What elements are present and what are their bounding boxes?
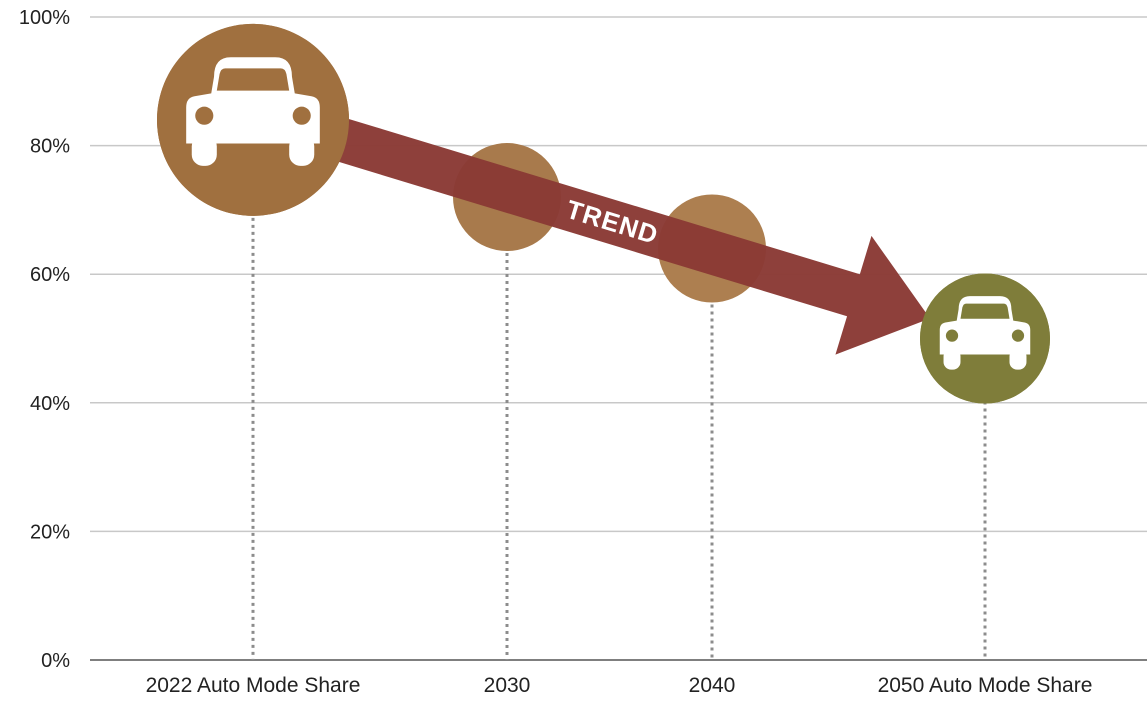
y-tick-label: 60% <box>30 264 70 286</box>
trend-arrow: TREND <box>335 118 931 355</box>
y-tick-label: 100% <box>19 7 70 29</box>
trend-arrow-shape <box>335 118 931 355</box>
trend-annotation: TREND <box>157 23 1050 404</box>
x-tick-label: 2040 <box>689 674 736 697</box>
y-tick-label: 20% <box>30 521 70 543</box>
x-tick-label: 2050 Auto Mode Share <box>878 674 1093 697</box>
drop-lines <box>251 119 987 660</box>
y-tick-label: 40% <box>30 393 70 415</box>
axis-layer: 0% 20% 40% 60% 80% 100% 2022 Auto Mode Share 20… <box>19 7 1093 697</box>
y-tick-label: 0% <box>41 650 70 672</box>
x-tick-label: 2022 Auto Mode Share <box>146 674 361 697</box>
x-tick-label: 2030 <box>484 674 531 697</box>
y-tick-label: 80% <box>30 136 70 158</box>
